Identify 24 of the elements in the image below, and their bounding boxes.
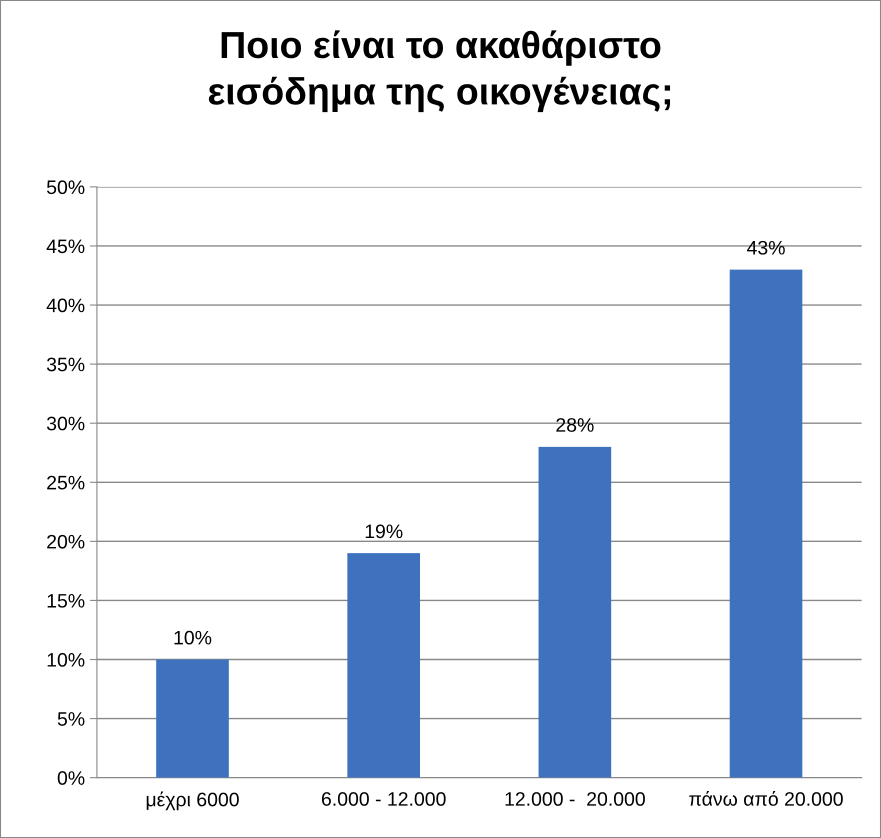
y-tick-label: 45% xyxy=(46,240,84,254)
y-tick-label: 0% xyxy=(58,771,84,785)
bar xyxy=(347,553,420,778)
x-tick-label: 6.000 - 12.000 xyxy=(322,792,446,806)
y-tick-label: 5% xyxy=(58,712,84,726)
data-label: 43% xyxy=(747,240,785,255)
data-label: 19% xyxy=(366,524,402,538)
x-tick-label: μέχρι 6000 xyxy=(146,792,239,810)
y-tick-label: 10% xyxy=(48,652,84,667)
bar xyxy=(730,270,802,778)
y-tick-label: 50% xyxy=(46,180,84,194)
y-tick-label: 20% xyxy=(47,534,84,549)
y-tick-label: 15% xyxy=(48,594,84,608)
y-tick-label: 25% xyxy=(47,476,84,490)
bar xyxy=(538,446,612,778)
chart-title: Ποιο είναι το ακαθάριστο εισόδημα της οικογένειας; xyxy=(208,30,670,112)
y-tick-label: 30% xyxy=(46,416,84,430)
x-tick-label: πάνω από 20.000 xyxy=(689,790,843,806)
y-tick-label: 35% xyxy=(46,358,84,372)
x-tick-label: 12.000 - 20.000 xyxy=(506,792,645,806)
data-label: 28% xyxy=(556,418,594,432)
y-tick-label: 40% xyxy=(46,298,84,312)
data-label: 10% xyxy=(174,630,212,645)
bar xyxy=(156,660,229,778)
